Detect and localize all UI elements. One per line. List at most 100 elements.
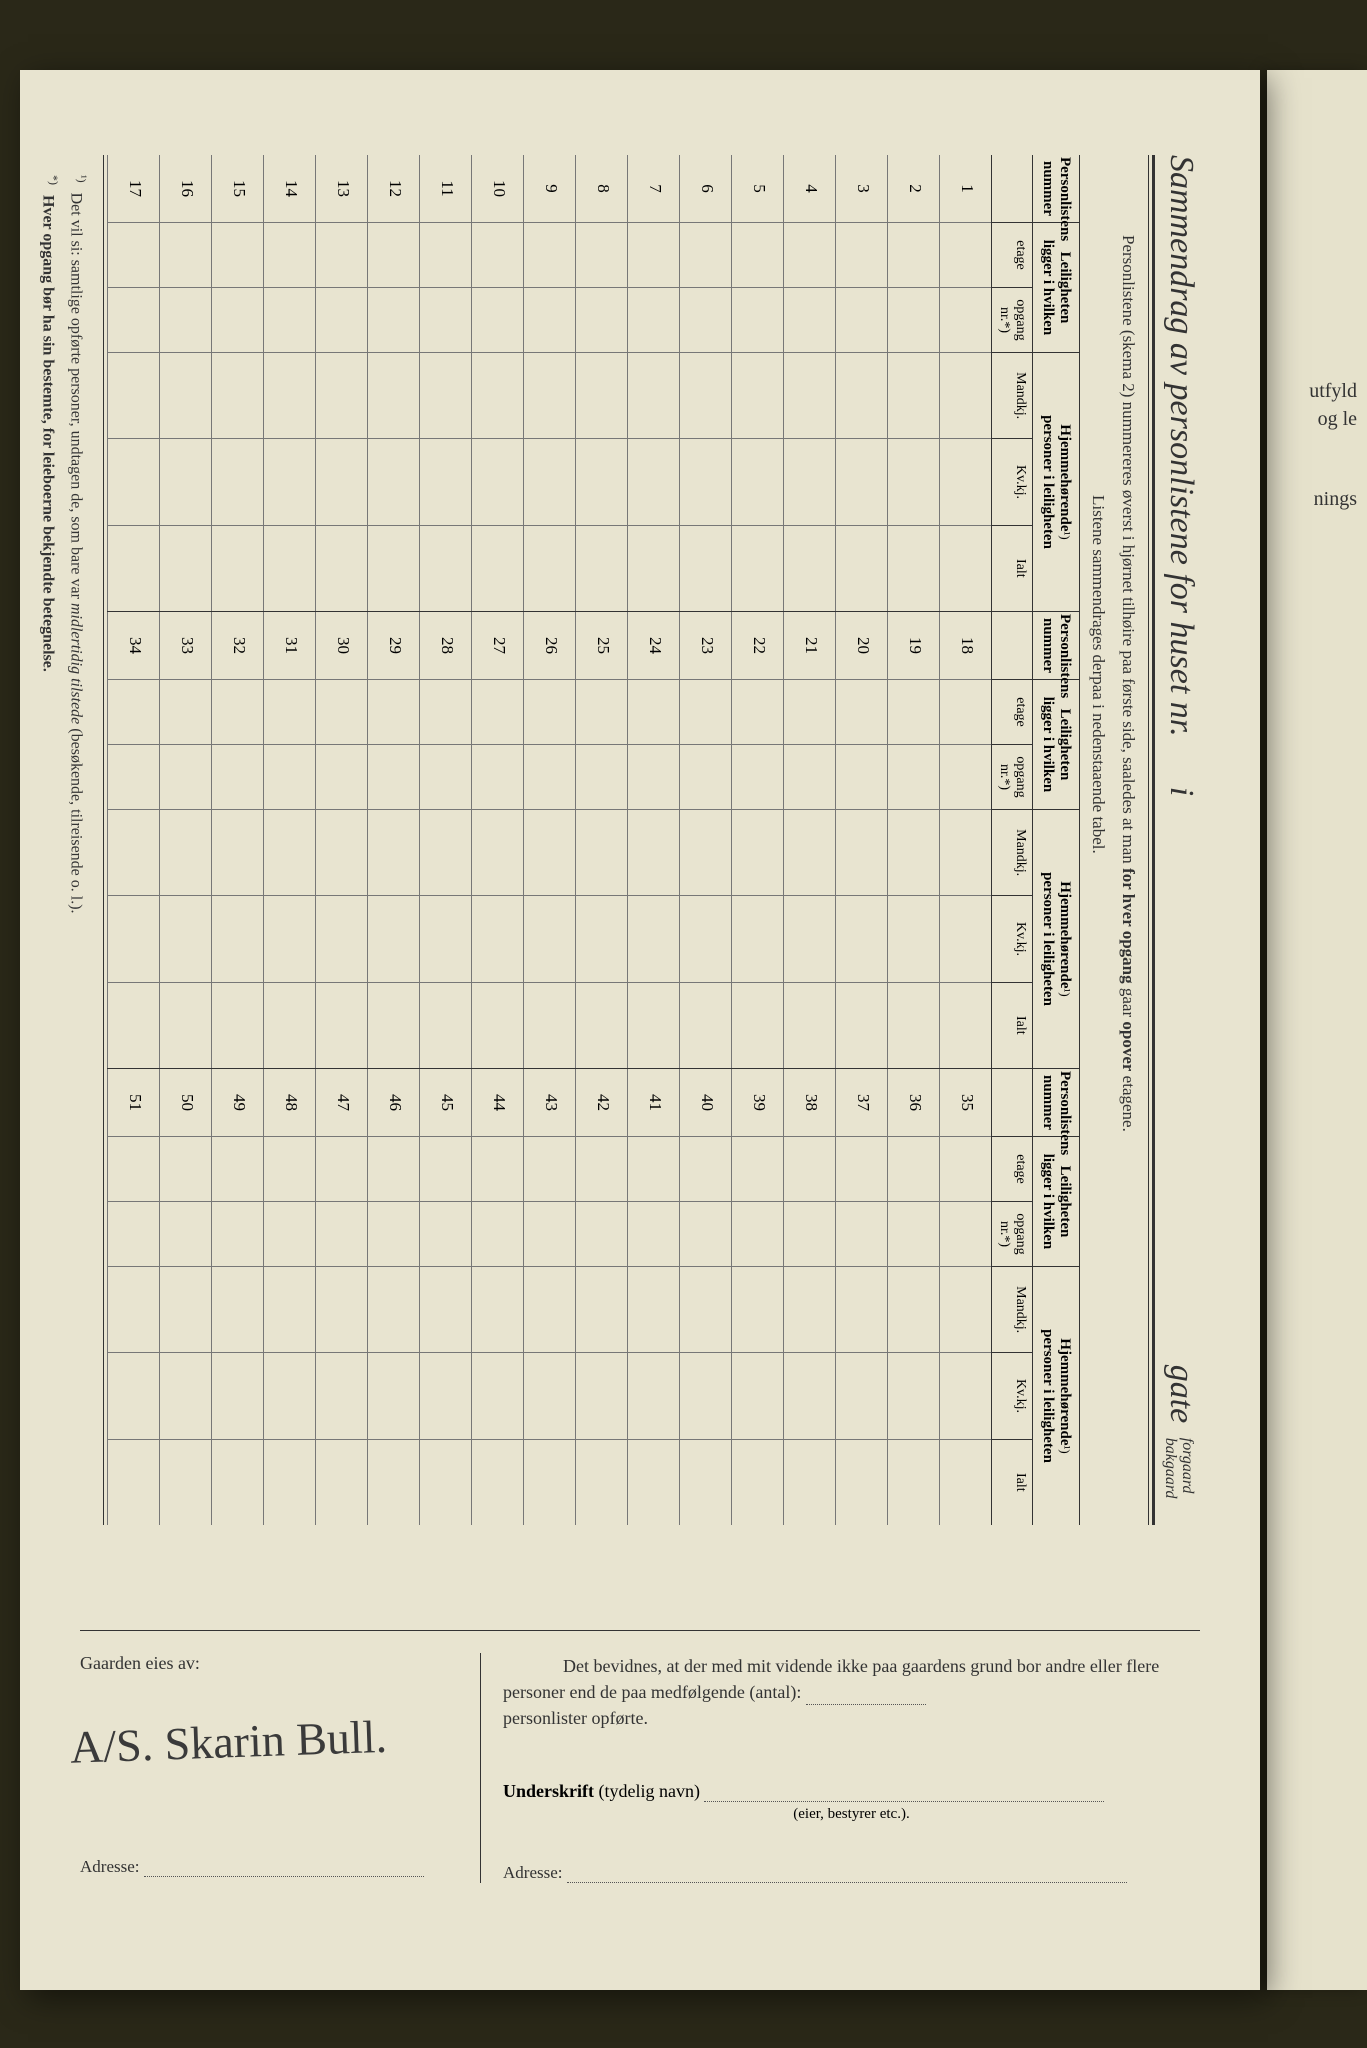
cell-etage <box>264 1137 315 1202</box>
instruction-line-1: Personlistene (skema 2) nummereres øvers… <box>1118 235 1138 1565</box>
cell-ialt <box>940 983 991 1068</box>
cell-mandkj <box>212 1267 263 1353</box>
cell-kvkj <box>368 439 419 525</box>
adresse-right: Adresse: <box>503 1863 1200 1883</box>
table-row: 35 <box>939 1069 991 1525</box>
cell-opgang <box>420 745 471 810</box>
cell-etage <box>472 223 523 288</box>
cell-opgang <box>940 288 991 353</box>
cell-kvkj <box>420 896 471 982</box>
cell-opgang <box>368 745 419 810</box>
cell-ialt <box>472 983 523 1068</box>
cell-kvkj <box>316 1353 367 1439</box>
cell-etage <box>680 680 731 745</box>
subcol-ialt: Ialt <box>992 1440 1032 1525</box>
cell-opgang <box>940 745 991 810</box>
cell-opgang <box>108 288 159 353</box>
cell-opgang <box>264 288 315 353</box>
cell-mandkj <box>940 1267 991 1353</box>
cell-ialt <box>472 1440 523 1525</box>
cell-etage <box>160 1137 211 1202</box>
cell-etage <box>212 1137 263 1202</box>
cell-mandkj <box>524 353 575 439</box>
subcol-ialt: Ialt <box>992 526 1032 611</box>
row-number: 17 <box>108 155 159 223</box>
row-number: 19 <box>888 612 939 680</box>
row-number: 29 <box>368 612 419 680</box>
table-row: 1 <box>939 155 991 611</box>
dotted-line <box>144 1860 424 1877</box>
cell-ialt <box>108 983 159 1068</box>
cell-opgang <box>836 1202 887 1267</box>
title-gate: gate <box>1163 1365 1200 1424</box>
document-page: Sammendrag av personlistene for huset nr… <box>20 70 1260 1990</box>
cell-mandkj <box>524 1267 575 1353</box>
row-number: 26 <box>524 612 575 680</box>
cell-etage <box>680 223 731 288</box>
cell-ialt <box>576 983 627 1068</box>
cell-ialt <box>472 526 523 611</box>
cell-mandkj <box>420 353 471 439</box>
adresse-left: Adresse: <box>80 1857 460 1877</box>
subcol-etage: etage <box>992 680 1032 745</box>
cell-etage <box>316 1137 367 1202</box>
table-row: 2 <box>887 155 939 611</box>
table-row: 38 <box>783 1069 835 1525</box>
cell-mandkj <box>368 1267 419 1353</box>
cell-etage <box>628 680 679 745</box>
col-header-leilighet: Leiligheten ligger i hvilken <box>1033 223 1079 353</box>
table-row: 42 <box>575 1069 627 1525</box>
cell-mandkj <box>160 353 211 439</box>
cell-opgang <box>888 745 939 810</box>
table-row: 12 <box>367 155 419 611</box>
cell-mandkj <box>732 353 783 439</box>
cell-opgang <box>368 288 419 353</box>
table-row: 36 <box>887 1069 939 1525</box>
subcol-etage: etage <box>992 1137 1032 1202</box>
cell-opgang <box>420 1202 471 1267</box>
table-row: 43 <box>523 1069 575 1525</box>
cell-etage <box>524 223 575 288</box>
cell-opgang <box>680 745 731 810</box>
cell-kvkj <box>836 1353 887 1439</box>
cell-etage <box>420 1137 471 1202</box>
title-main: Sammendrag av personlistene for huset nr… <box>1163 155 1200 737</box>
cell-mandkj <box>316 353 367 439</box>
cell-opgang <box>784 288 835 353</box>
cell-mandkj <box>888 353 939 439</box>
cell-mandkj <box>628 353 679 439</box>
cell-mandkj <box>524 810 575 896</box>
cell-etage <box>212 223 263 288</box>
row-number: 40 <box>680 1069 731 1137</box>
cell-etage <box>888 223 939 288</box>
row-number: 48 <box>264 1069 315 1137</box>
cell-etage <box>628 1137 679 1202</box>
table-row: 37 <box>835 1069 887 1525</box>
owner-label: Gaarden eies av: <box>80 1653 460 1674</box>
cell-kvkj <box>160 439 211 525</box>
cell-mandkj <box>836 810 887 896</box>
cell-etage <box>264 680 315 745</box>
cell-mandkj <box>472 810 523 896</box>
row-number: 7 <box>628 155 679 223</box>
row-number: 36 <box>888 1069 939 1137</box>
cell-etage <box>368 680 419 745</box>
cell-kvkj <box>836 896 887 982</box>
row-number: 23 <box>680 612 731 680</box>
forgaard-label: forgaard <box>1179 1438 1196 1494</box>
cell-opgang <box>368 1202 419 1267</box>
cell-kvkj <box>420 439 471 525</box>
cell-ialt <box>836 983 887 1068</box>
cell-mandkj <box>628 1267 679 1353</box>
cell-ialt <box>264 526 315 611</box>
cell-ialt <box>628 983 679 1068</box>
cell-ialt <box>524 983 575 1068</box>
cell-kvkj <box>784 896 835 982</box>
bakgaard-label: bakgaard <box>1162 1438 1179 1499</box>
cell-mandkj <box>784 353 835 439</box>
cell-mandkj <box>680 1267 731 1353</box>
table-header-row: Personlistens nummer Leiligheten ligger … <box>1032 612 1079 1068</box>
cell-etage <box>784 1137 835 1202</box>
cell-mandkj <box>420 810 471 896</box>
cell-opgang <box>680 1202 731 1267</box>
